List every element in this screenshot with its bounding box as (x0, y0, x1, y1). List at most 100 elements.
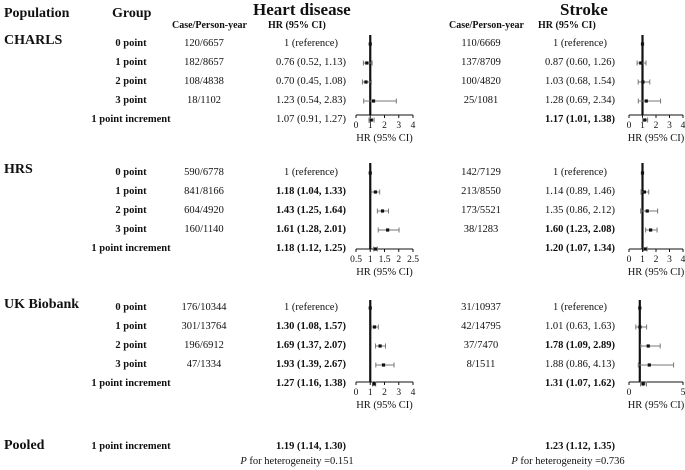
hr-point (368, 171, 372, 175)
x-tick-label: 0.5 (350, 255, 362, 265)
pooled-heart-heterogeneity: P for heterogeneity =0.151 (240, 456, 353, 467)
group-label: 3 point (115, 95, 147, 106)
heart-hr-value: 1.93 (1.39, 2.67) (276, 359, 346, 370)
heart-hr-value: 1.61 (1.28, 2.01) (276, 224, 346, 235)
x-axis-label: HR (95% CI) (628, 133, 685, 144)
heart-hr-value: 1.27 (1.16, 1.38) (276, 378, 346, 389)
hr-point (645, 209, 649, 213)
hr-point (641, 382, 645, 386)
hr-point (643, 118, 647, 122)
stroke-hr-value: 1.35 (0.86, 2.12) (545, 205, 615, 216)
stroke-case-header: Case/Person-year (449, 20, 524, 31)
heart-hr-value: 1.69 (1.37, 2.07) (276, 340, 346, 351)
stroke-case-value: 213/8550 (461, 186, 501, 197)
stroke-case-value: 31/10937 (461, 302, 501, 313)
heart-case-value: 120/6657 (184, 38, 224, 49)
group-header: Group (112, 6, 152, 21)
hr-point (368, 306, 372, 310)
stroke-case-value: 8/1511 (466, 359, 496, 370)
heart-case-value: 18/1102 (186, 95, 222, 106)
pooled-stroke-heterogeneity: P for heterogeneity =0.736 (511, 456, 624, 467)
group-label: 1 point increment (91, 378, 171, 389)
x-tick-label: 0 (627, 255, 632, 265)
heart-hr-value: 0.70 (0.45, 1.08) (276, 76, 346, 87)
heart-hr-value: 1.07 (0.91, 1.27) (276, 114, 346, 125)
stroke-case-value: 110/6669 (461, 38, 501, 49)
group-label: 0 point (115, 302, 147, 313)
x-tick-label: 0 (354, 388, 359, 398)
x-tick-label: 1 (368, 255, 373, 265)
heart-hr-header: HR (95% CI) (268, 20, 326, 31)
p-symbol: P (511, 456, 518, 467)
heart-case-value: 108/4838 (184, 76, 224, 87)
stroke-hr-value: 1.60 (1.23, 2.08) (545, 224, 615, 235)
pooled-label: Pooled (4, 438, 45, 453)
stroke-case-value: 137/8709 (461, 57, 501, 68)
x-tick-label: 1 (640, 121, 645, 131)
x-axis-label: HR (95% CI) (628, 267, 685, 278)
hr-point (364, 80, 368, 84)
x-tick-label: 2 (396, 255, 401, 265)
hr-point (647, 363, 651, 367)
x-tick-label: 2 (654, 121, 659, 131)
stroke-hr-value: 1.31 (1.07, 1.62) (545, 378, 615, 389)
x-tick-label: 1 (368, 388, 373, 398)
hr-point (381, 363, 386, 367)
heart-case-value: 47/1334 (186, 359, 222, 370)
population-header: Population (4, 6, 70, 21)
x-tick-label: 2 (654, 255, 659, 265)
stroke-hr-value: 1.17 (1.01, 1.38) (545, 114, 615, 125)
x-tick-label: 4 (681, 255, 685, 265)
stroke-hr-value: 0.87 (0.60, 1.26) (545, 57, 615, 68)
hr-point (642, 190, 646, 194)
x-axis-label: HR (95% CI) (356, 133, 413, 144)
stroke-hr-value: 1 (reference) (553, 302, 607, 313)
hr-point (639, 61, 643, 65)
heart-hr-value: 1.18 (1.12, 1.25) (276, 243, 346, 254)
hr-point (640, 171, 645, 175)
x-tick-label: 4 (411, 388, 416, 398)
x-tick-label: 1.5 (379, 255, 391, 265)
p-symbol: P (240, 456, 247, 467)
group-label: 0 point (115, 167, 147, 178)
heart-case-value: 176/10344 (181, 302, 227, 313)
heart-hr-value: 1 (reference) (284, 167, 338, 178)
hr-point (641, 80, 645, 84)
hr-point (380, 209, 385, 213)
group-label: 2 point (115, 205, 147, 216)
x-tick-label: 4 (411, 121, 416, 131)
hr-point (646, 344, 650, 348)
group-label: 0 point (115, 38, 147, 49)
x-tick-label: 0 (354, 121, 359, 131)
x-axis-label: HR (95% CI) (356, 400, 413, 411)
group-label: 1 point (115, 321, 147, 332)
pooled-group: 1 point increment (91, 441, 171, 452)
hr-point (640, 42, 645, 46)
stroke-hr-value: 1 (reference) (553, 167, 607, 178)
x-tick-label: 2.5 (407, 255, 419, 265)
group-label: 1 point (115, 57, 147, 68)
stroke-hr-value: 1 (reference) (553, 38, 607, 49)
group-label: 2 point (115, 76, 147, 87)
heart-het-text: for heterogeneity =0.151 (246, 456, 354, 467)
hr-point (649, 228, 653, 232)
x-tick-label: 3 (667, 121, 672, 131)
heart-case-value: 160/1140 (184, 224, 224, 235)
population-label: CHARLS (4, 33, 63, 48)
stroke-hr-value: 1.03 (0.68, 1.54) (545, 76, 615, 87)
x-tick-label: 3 (396, 121, 401, 131)
population-label: HRS (4, 162, 33, 177)
x-tick-label: 2 (382, 121, 387, 131)
stroke-case-value: 100/4820 (461, 76, 501, 87)
x-axis-label: HR (95% CI) (628, 400, 685, 411)
x-tick-label: 4 (681, 121, 685, 131)
heart-disease-title: Heart disease (253, 0, 351, 19)
heart-hr-value: 1.23 (0.54, 2.83) (276, 95, 346, 106)
hr-point (372, 382, 376, 386)
x-tick-label: 5 (681, 388, 685, 398)
hr-point (386, 228, 390, 232)
stroke-hr-value: 1.78 (1.09, 2.89) (545, 340, 615, 351)
hr-point (644, 99, 648, 103)
hr-point (372, 325, 377, 329)
